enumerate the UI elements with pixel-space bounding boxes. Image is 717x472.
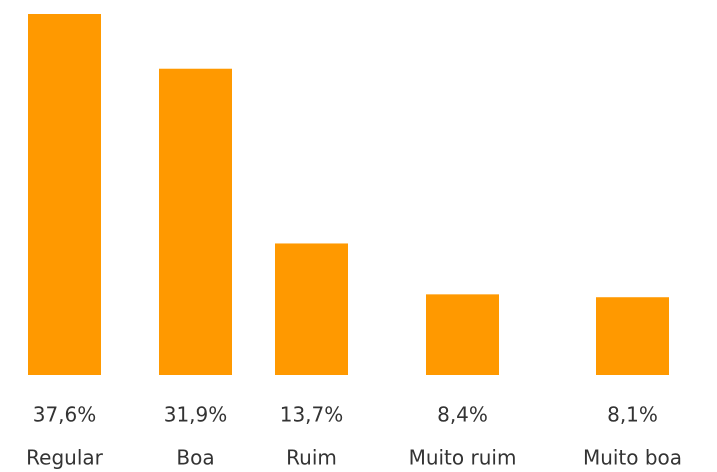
category-label: Boa (176, 446, 214, 470)
bar (28, 14, 101, 375)
bar (596, 297, 669, 375)
bar (159, 68, 232, 375)
value-label: 8,4% (437, 403, 488, 427)
bar (426, 294, 499, 375)
category-label: Muito ruim (409, 446, 517, 470)
category-label: Ruim (286, 446, 337, 470)
category-label: Muito boa (583, 446, 682, 470)
value-label: 31,9% (164, 403, 228, 427)
value-label: 8,1% (607, 403, 658, 427)
value-label: 37,6% (33, 403, 97, 427)
bar (275, 243, 348, 375)
category-label: Regular (26, 446, 103, 470)
value-label: 13,7% (280, 403, 344, 427)
